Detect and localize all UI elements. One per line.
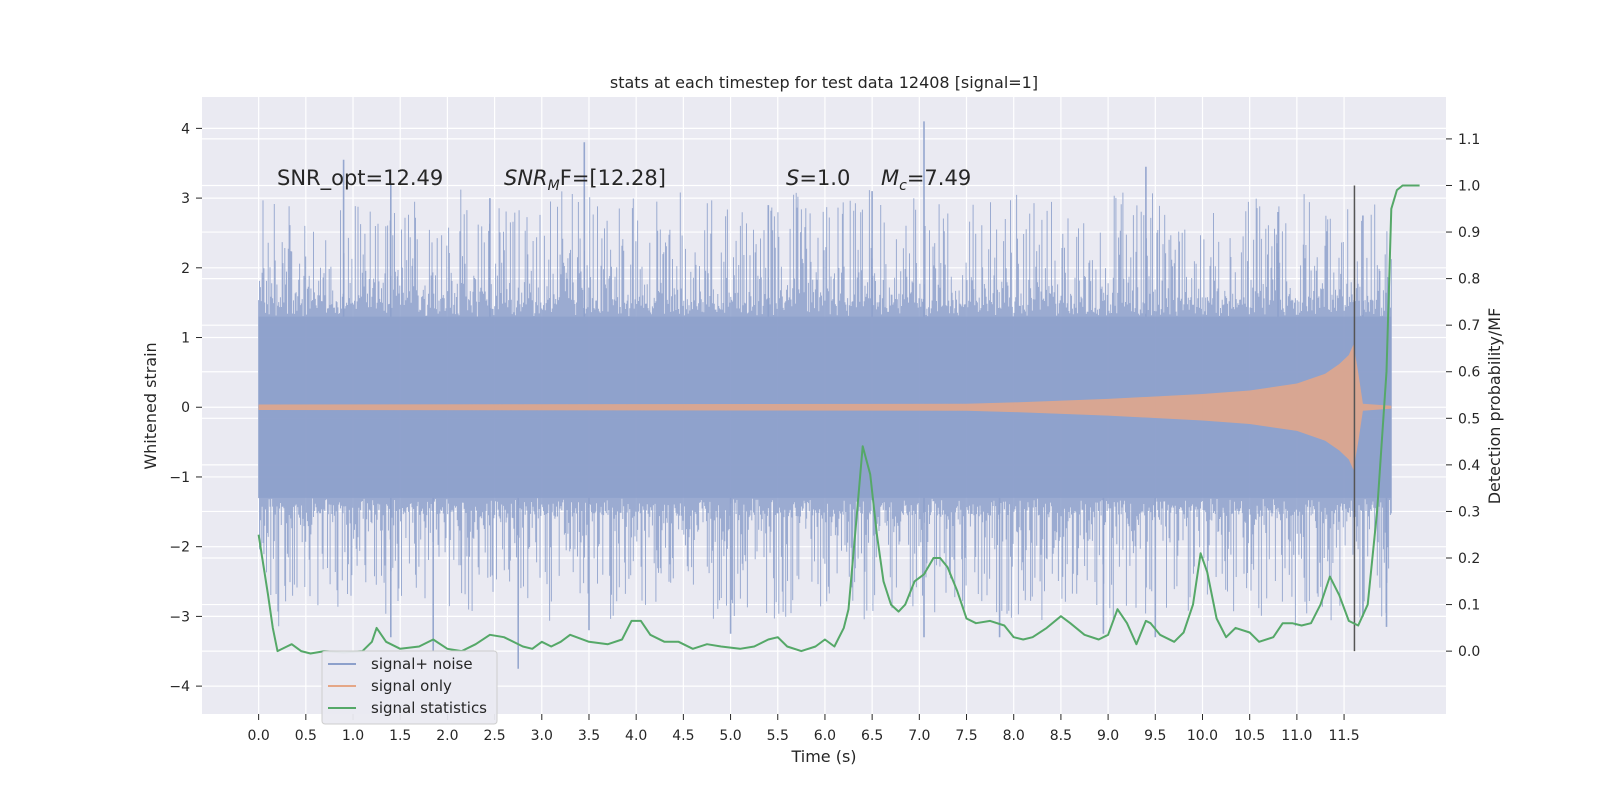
snr-mf-subscript: M — [548, 178, 560, 194]
x-tick-label: 1.5 — [389, 728, 411, 744]
x-tick-label: 8.5 — [1050, 728, 1072, 744]
y-right-tick-label: 0.2 — [1458, 551, 1480, 567]
y-right-axis-ticks: 1.1 1.0 0.9 0.8 0.7 0.6 0.5 0.4 0.3 0.2 0.1 0.0 — [1446, 132, 1480, 660]
annotation-s: S=1.0 — [786, 166, 850, 190]
annotation-snr-mf: SNRMF=[12.28] — [504, 166, 666, 194]
signal-statistics-series — [257, 184, 1420, 655]
noise-peaks — [342, 121, 1388, 669]
legend: signal+ noise signal only signal statist… — [321, 650, 498, 725]
x-tick-label: 8.0 — [1003, 728, 1025, 744]
signal-envelope — [258, 344, 1392, 470]
x-tick-label: 10.5 — [1234, 728, 1265, 744]
y-left-tick-label: −1 — [169, 470, 190, 486]
x-tick-label: 4.5 — [672, 728, 694, 744]
x-tick-label: 11.5 — [1328, 728, 1359, 744]
s-value: =1.0 — [799, 166, 850, 190]
legend-label-signal-only: signal only — [371, 677, 452, 695]
x-tick-label: 4.0 — [625, 728, 647, 744]
y-left-tick-label: −2 — [169, 540, 190, 556]
y-left-tick-label: 0 — [181, 400, 190, 416]
signal-statistics-line — [257, 184, 1420, 655]
x-tick-label: 11.0 — [1281, 728, 1312, 744]
y-right-tick-label: 0.6 — [1458, 365, 1480, 381]
y-left-axis-ticks: 4 3 2 1 0 −1 −2 −3 −4 — [169, 121, 202, 695]
annotation-mc: Mc=7.49 — [881, 166, 971, 194]
x-tick-label: 0.5 — [295, 728, 317, 744]
x-tick-label: 5.5 — [767, 728, 789, 744]
x-tick-label: 5.0 — [719, 728, 741, 744]
x-axis-label: Time (s) — [790, 747, 856, 766]
mc-subscript: c — [899, 178, 907, 194]
y-right-tick-label: 1.0 — [1458, 178, 1480, 194]
x-tick-label: 2.5 — [483, 728, 505, 744]
y-right-tick-label: 0.1 — [1458, 598, 1480, 614]
y-left-tick-label: 3 — [181, 191, 190, 207]
x-tick-label: 7.5 — [955, 728, 977, 744]
y-left-tick-label: 1 — [181, 331, 190, 347]
y-left-tick-label: −4 — [169, 679, 190, 695]
chart-title: stats at each timestep for test data 124… — [610, 73, 1038, 92]
y-right-tick-label: 0.5 — [1458, 411, 1480, 427]
snr-mf-suffix: F=[12.28] — [560, 166, 666, 190]
legend-label-signal-statistics: signal statistics — [371, 699, 487, 717]
x-tick-label: 3.5 — [578, 728, 600, 744]
y-right-tick-label: 0.3 — [1458, 504, 1480, 520]
legend-box — [321, 650, 498, 725]
x-tick-label: 6.5 — [861, 728, 883, 744]
y-left-tick-label: 4 — [181, 121, 190, 137]
x-tick-label: 7.0 — [908, 728, 930, 744]
y-left-tick-label: 2 — [181, 261, 190, 277]
y-right-tick-label: 0.9 — [1458, 225, 1480, 241]
x-tick-label: 2.0 — [436, 728, 458, 744]
x-tick-label: 9.0 — [1097, 728, 1119, 744]
x-tick-label: 0.0 — [247, 728, 269, 744]
x-tick-label: 3.0 — [531, 728, 553, 744]
y-left-tick-label: −3 — [169, 609, 190, 625]
y-left-axis-label: Whitened strain — [141, 342, 160, 469]
mc-label: M — [881, 166, 899, 190]
signal-only-series — [258, 344, 1392, 470]
s-label: S — [786, 166, 799, 190]
x-tick-label: 9.5 — [1144, 728, 1166, 744]
x-tick-label: 1.0 — [342, 728, 364, 744]
y-right-tick-label: 0.4 — [1458, 458, 1480, 474]
x-tick-label: 10.0 — [1187, 728, 1218, 744]
y-right-tick-label: 1.1 — [1458, 132, 1480, 148]
y-right-tick-label: 0.7 — [1458, 318, 1480, 334]
snr-mf-label: SNR — [504, 166, 548, 190]
y-right-tick-label: 0.8 — [1458, 272, 1480, 288]
y-right-axis-label: Detection probability/MF — [1485, 308, 1504, 505]
x-axis-ticks: 0.0 0.5 1.0 1.5 2.0 2.5 3.0 3.5 4.0 4.5 5.0 5.5 6.0 6… — [247, 714, 1360, 744]
y-right-tick-label: 0.0 — [1458, 644, 1480, 660]
mc-value: =7.49 — [907, 166, 971, 190]
legend-label-signal-noise: signal+ noise — [371, 655, 473, 673]
x-tick-label: 6.0 — [814, 728, 836, 744]
annotation-snr-opt: SNR_opt=12.49 — [277, 166, 443, 191]
